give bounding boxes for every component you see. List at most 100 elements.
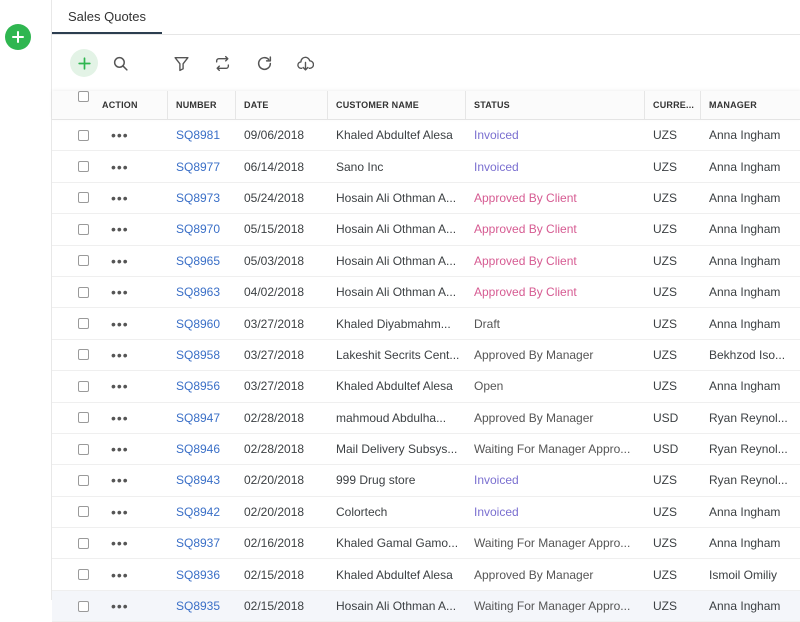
table-row[interactable]: ••• SQ8958 03/27/2018 Lakeshit Secrits Cent… xyxy=(52,340,800,372)
row-actions-menu[interactable]: ••• xyxy=(94,287,168,297)
quote-number-link[interactable]: SQ8965 xyxy=(176,253,221,268)
quote-number-link[interactable]: SQ8946 xyxy=(176,442,221,457)
quote-status: Approved By Manager xyxy=(474,567,594,582)
table-row[interactable]: ••• SQ8977 06/14/2018 Sano Inc Invoiced UZS An… xyxy=(52,151,800,183)
plus-icon xyxy=(77,56,91,70)
quote-manager: Ryan Reynol... xyxy=(709,442,788,457)
quote-number-link[interactable]: SQ8960 xyxy=(176,316,221,331)
row-actions-menu[interactable]: ••• xyxy=(94,350,168,360)
row-checkbox[interactable] xyxy=(78,569,89,581)
quote-number-link[interactable]: SQ8981 xyxy=(176,128,221,143)
row-actions-menu[interactable]: ••• xyxy=(94,256,168,266)
sync-button[interactable] xyxy=(208,49,236,77)
quote-number-link[interactable]: SQ8963 xyxy=(176,285,221,300)
quote-number-link[interactable]: SQ8947 xyxy=(176,410,221,425)
column-header-status[interactable]: STATUS xyxy=(466,91,645,119)
more-icon: ••• xyxy=(111,161,129,172)
row-select-cell xyxy=(52,569,94,581)
select-all-checkbox[interactable] xyxy=(78,91,89,102)
customer-name: Hosain Ali Othman A... xyxy=(336,190,457,205)
row-actions-menu[interactable]: ••• xyxy=(94,538,168,548)
row-checkbox[interactable] xyxy=(78,223,89,235)
quote-number-link[interactable]: SQ8942 xyxy=(176,504,221,519)
download-icon xyxy=(296,56,314,71)
row-actions-menu[interactable]: ••• xyxy=(94,319,168,329)
filter-icon xyxy=(173,56,189,71)
row-actions-menu[interactable]: ••• xyxy=(94,193,168,203)
quote-manager: Ismoil Omiliy xyxy=(709,567,777,582)
table-row[interactable]: ••• SQ8937 02/16/2018 Khaled Gamal Gamo... W… xyxy=(52,528,800,560)
row-checkbox[interactable] xyxy=(78,255,89,267)
row-checkbox[interactable] xyxy=(78,600,89,612)
quote-currency: UZS xyxy=(653,599,677,614)
quote-number-link[interactable]: SQ8956 xyxy=(176,379,221,394)
column-header-currency[interactable]: CURRE... xyxy=(645,91,701,119)
row-checkbox[interactable] xyxy=(78,286,89,298)
row-checkbox[interactable] xyxy=(78,380,89,392)
column-header-manager[interactable]: MANAGER xyxy=(701,91,800,119)
quote-date: 02/20/2018 xyxy=(244,504,305,519)
row-actions-menu[interactable]: ••• xyxy=(94,475,168,485)
row-checkbox[interactable] xyxy=(78,161,89,173)
tab-sales-quotes[interactable]: Sales Quotes xyxy=(52,0,162,34)
quote-number-link[interactable]: SQ8958 xyxy=(176,347,221,362)
table-row[interactable]: ••• SQ8942 02/20/2018 Colortech Invoiced UZS A… xyxy=(52,497,800,529)
row-actions-menu[interactable]: ••• xyxy=(94,413,168,423)
customer-name: 999 Drug store xyxy=(336,473,416,488)
table-row[interactable]: ••• SQ8965 05/03/2018 Hosain Ali Othman A..… xyxy=(52,246,800,277)
search-button[interactable] xyxy=(106,49,134,77)
refresh-button[interactable] xyxy=(250,49,278,77)
row-checkbox[interactable] xyxy=(78,474,89,486)
row-checkbox[interactable] xyxy=(78,129,89,141)
row-actions-menu[interactable]: ••• xyxy=(94,444,168,454)
table-row[interactable]: ••• SQ8970 05/15/2018 Hosain Ali Othman A..… xyxy=(52,214,800,246)
row-checkbox[interactable] xyxy=(78,443,89,455)
row-actions-menu[interactable]: ••• xyxy=(94,130,168,140)
row-actions-menu[interactable]: ••• xyxy=(94,162,168,172)
quote-manager: Anna Ingham xyxy=(709,222,781,237)
quote-number-link[interactable]: SQ8935 xyxy=(176,599,221,614)
table-row[interactable]: ••• SQ8956 03/27/2018 Khaled Abdultef Alesa… xyxy=(52,371,800,403)
column-header-customer-name[interactable]: CUSTOMER NAME xyxy=(328,91,466,119)
table-row[interactable]: ••• SQ8943 02/20/2018 999 Drug store Invoice… xyxy=(52,465,800,497)
filter-button[interactable] xyxy=(167,49,195,77)
add-quote-button[interactable] xyxy=(70,49,98,77)
row-checkbox[interactable] xyxy=(78,318,89,330)
quote-number-link[interactable]: SQ8937 xyxy=(176,536,221,551)
table-row[interactable]: ••• SQ8946 02/28/2018 Mail Delivery Subsys.… xyxy=(52,434,800,466)
row-actions-menu[interactable]: ••• xyxy=(94,224,168,234)
row-checkbox[interactable] xyxy=(78,412,89,424)
global-add-button[interactable] xyxy=(5,24,31,50)
table-row[interactable]: ••• SQ8935 02/15/2018 Hosain Ali Othman A..… xyxy=(52,590,800,622)
quote-currency: UZS xyxy=(653,190,677,205)
row-select-cell xyxy=(52,161,94,173)
row-checkbox[interactable] xyxy=(78,506,89,518)
row-actions-menu[interactable]: ••• xyxy=(94,507,168,517)
quote-date: 02/15/2018 xyxy=(244,599,305,614)
row-actions-menu[interactable]: ••• xyxy=(94,570,168,580)
quote-number-link[interactable]: SQ8943 xyxy=(176,473,221,488)
table-row[interactable]: ••• SQ8973 05/24/2018 Hosain Ali Othman A..… xyxy=(52,183,800,215)
row-checkbox[interactable] xyxy=(78,192,89,204)
quote-number-link[interactable]: SQ8977 xyxy=(176,159,221,174)
table-row[interactable]: ••• SQ8981 09/06/2018 Khaled Abdultef Alesa… xyxy=(52,120,800,152)
row-checkbox[interactable] xyxy=(78,349,89,361)
row-actions-menu[interactable]: ••• xyxy=(94,381,168,391)
quote-manager: Anna Ingham xyxy=(709,285,781,300)
table-row[interactable]: ••• SQ8947 02/28/2018 mahmoud Abdulha... App… xyxy=(52,403,800,434)
quote-number-link[interactable]: SQ8973 xyxy=(176,190,221,205)
quote-number-link[interactable]: SQ8970 xyxy=(176,222,221,237)
table-row[interactable]: ••• SQ8963 04/02/2018 Hosain Ali Othman A..… xyxy=(52,277,800,309)
column-header-date[interactable]: DATE xyxy=(236,91,328,119)
row-actions-menu[interactable]: ••• xyxy=(94,601,168,611)
row-select-cell xyxy=(52,286,94,298)
quote-date: 02/15/2018 xyxy=(244,567,305,582)
quote-number-link[interactable]: SQ8936 xyxy=(176,567,221,582)
download-button[interactable] xyxy=(291,49,319,77)
column-header-number[interactable]: NUMBER xyxy=(168,91,236,119)
column-header-action[interactable]: ACTION xyxy=(94,91,168,119)
table-row[interactable]: ••• SQ8960 03/27/2018 Khaled Diyabmahm... Dr… xyxy=(52,308,800,340)
quote-date: 03/27/2018 xyxy=(244,316,305,331)
table-row[interactable]: ••• SQ8936 02/15/2018 Khaled Abdultef Alesa… xyxy=(52,559,800,591)
row-checkbox[interactable] xyxy=(78,537,89,549)
